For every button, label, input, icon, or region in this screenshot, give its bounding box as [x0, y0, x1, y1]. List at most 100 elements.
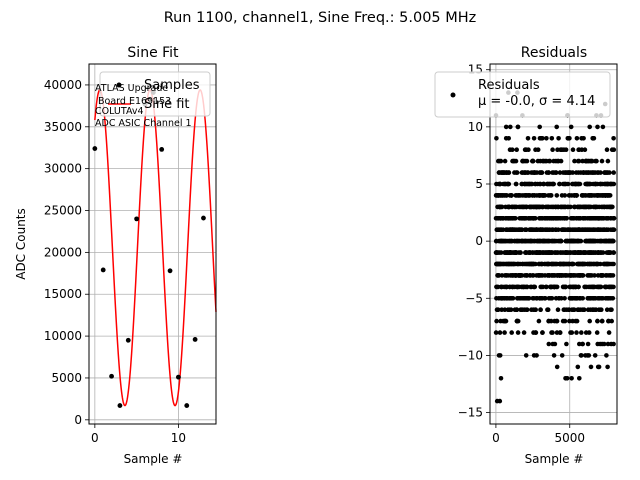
residual-point [576, 170, 581, 175]
legend-sine-fit-label: Sine fit [144, 97, 190, 112]
residuals-points [493, 90, 617, 404]
annotation-line-3: COLUTAv4 [95, 106, 144, 117]
y-tick-label: 40000 [44, 78, 82, 92]
sample-point [125, 337, 131, 343]
residual-point [587, 273, 592, 278]
annotation-line-4: ADC ASIC Channel 1 [95, 118, 192, 129]
residual-point [582, 147, 588, 152]
residual-point [512, 170, 517, 175]
residual-point [542, 273, 548, 278]
residual-point [555, 250, 560, 255]
residual-point [587, 318, 592, 324]
residual-point [544, 216, 550, 221]
residual-point [509, 284, 515, 290]
residual-point [527, 193, 533, 198]
y-tick-label: 10000 [44, 329, 82, 343]
sample-point [109, 373, 114, 379]
residual-point [526, 296, 532, 301]
legend-residuals-stats: μ = -0.0, σ = 4.14 [478, 94, 595, 109]
residual-point [508, 124, 513, 130]
residual-point [604, 238, 610, 244]
residual-point [539, 216, 545, 221]
legend-samples-label: Samples [144, 78, 200, 93]
residual-point [502, 193, 508, 198]
residual-point [537, 124, 542, 130]
residual-point [525, 181, 530, 187]
sine-fit-ticks: 0 10 0 5000 10000 15000 20000 25000 30000 35000 40… [44, 78, 186, 445]
residual-point [493, 216, 499, 221]
residual-point [570, 147, 576, 152]
sample-point [92, 146, 98, 151]
residual-point [514, 147, 519, 152]
residual-point [604, 353, 609, 358]
sine-fit-title: Sine Fit [127, 45, 179, 61]
residual-point [529, 170, 534, 175]
residual-point [551, 181, 556, 187]
residual-point [598, 238, 603, 244]
residual-point [517, 296, 522, 301]
residual-point [527, 250, 532, 255]
residual-point [582, 284, 588, 290]
residual-point [600, 216, 606, 221]
residual-point [611, 170, 616, 175]
residual-point [541, 238, 547, 244]
y-tick-label: 30000 [44, 162, 82, 176]
residual-point [553, 204, 559, 210]
residual-point [524, 307, 530, 313]
y-tick-label: 35000 [44, 120, 82, 134]
residual-point [563, 376, 568, 381]
residual-point [592, 353, 598, 358]
residual-point [611, 136, 616, 141]
residual-point [522, 227, 528, 232]
residual-point [590, 216, 596, 221]
residual-point [576, 227, 582, 232]
residual-point [549, 136, 555, 141]
residual-point [505, 181, 511, 187]
residual-point [505, 238, 511, 244]
residual-point [497, 353, 503, 358]
residual-point [547, 193, 553, 198]
residual-point [502, 330, 507, 335]
residual-point [520, 307, 525, 313]
residual-point [576, 307, 581, 313]
residual-point [579, 136, 584, 141]
sine-fit-frame [88, 63, 217, 425]
residual-point [577, 296, 583, 301]
residual-point [494, 318, 499, 324]
residual-point [497, 330, 503, 335]
residual-point [553, 261, 558, 267]
residual-point [562, 181, 568, 187]
residual-point [599, 307, 604, 313]
residual-point [509, 193, 514, 198]
residual-point [604, 273, 609, 278]
residual-point [528, 204, 533, 210]
residual-point [594, 261, 599, 267]
residual-point [600, 296, 606, 301]
residual-point [540, 261, 545, 267]
residual-point [599, 158, 605, 164]
residual-point [593, 204, 598, 210]
residual-point [500, 296, 505, 301]
residual-point [551, 353, 557, 358]
residual-point [577, 273, 583, 278]
residual-point [545, 181, 550, 187]
residual-point [589, 158, 595, 164]
figure-title: Run 1100, channel1, Sine Freq.: 5.005 MH… [164, 10, 477, 26]
x-tick-label: 0 [91, 431, 99, 445]
residual-point [499, 307, 505, 313]
residual-point [498, 284, 504, 290]
residual-point [574, 136, 580, 141]
residual-point [563, 250, 568, 255]
residual-point [498, 238, 503, 244]
residual-point [535, 158, 541, 164]
residual-point [578, 353, 584, 358]
residual-point [567, 318, 572, 324]
residual-point [493, 250, 499, 255]
residual-point [595, 250, 600, 255]
residual-point [557, 181, 562, 187]
residual-point [611, 250, 616, 255]
residual-point [549, 330, 554, 335]
residual-point [554, 273, 560, 278]
